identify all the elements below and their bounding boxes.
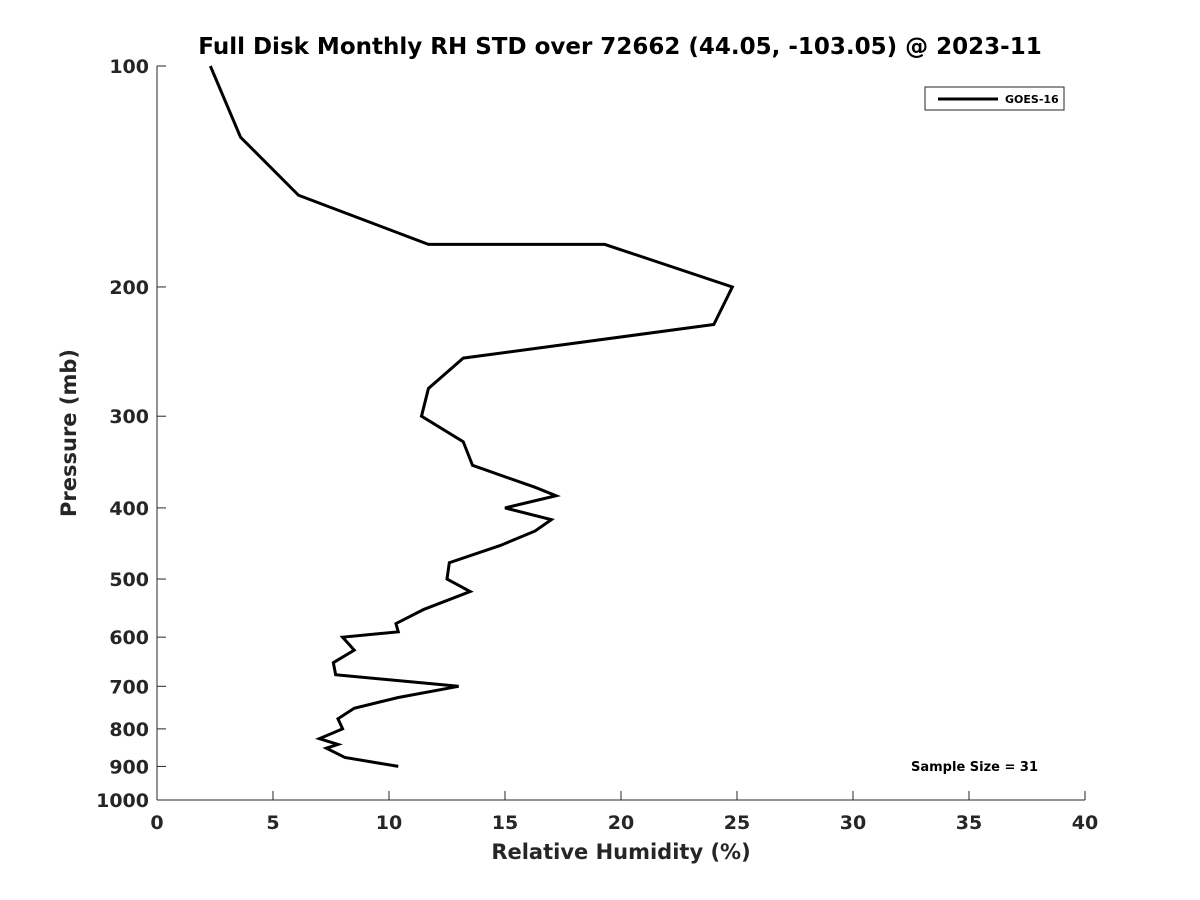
legend-label: GOES-16 bbox=[1005, 93, 1059, 106]
series-line bbox=[208, 65, 735, 768]
y-tick-label: 500 bbox=[109, 569, 149, 591]
legend: GOES-16 bbox=[924, 86, 1065, 111]
y-tick-label: 1000 bbox=[96, 790, 149, 812]
x-tick-label: 20 bbox=[608, 812, 634, 834]
x-tick-label: 35 bbox=[956, 812, 982, 834]
sample-size-annotation: Sample Size = 31 bbox=[911, 760, 1038, 775]
x-tick-label: 25 bbox=[724, 812, 750, 834]
y-tick-label: 300 bbox=[109, 406, 149, 428]
x-tick-label: 0 bbox=[150, 812, 163, 834]
series-layer bbox=[208, 65, 735, 768]
x-tick-label: 15 bbox=[492, 812, 518, 834]
y-tick-label: 900 bbox=[109, 756, 149, 778]
y-tick-label: 400 bbox=[109, 498, 149, 520]
chart-title: Full Disk Monthly RH STD over 72662 (44.… bbox=[198, 34, 1042, 60]
x-axis-ticks: 0 5 10 15 20 25 30 35 40 bbox=[150, 791, 1098, 834]
y-axis-ticks: 100 200 300 400 500 600 700 800 900 1000 bbox=[96, 56, 166, 812]
y-tick-label: 600 bbox=[109, 627, 149, 649]
x-tick-label: 30 bbox=[840, 812, 866, 834]
y-tick-label: 800 bbox=[109, 719, 149, 741]
x-tick-label: 10 bbox=[376, 812, 402, 834]
y-tick-label: 200 bbox=[109, 277, 149, 299]
x-tick-label: 40 bbox=[1072, 812, 1098, 834]
x-tick-label: 5 bbox=[266, 812, 279, 834]
y-axis-label: Pressure (mb) bbox=[57, 349, 81, 517]
x-axis-label: Relative Humidity (%) bbox=[491, 840, 750, 864]
y-tick-label: 100 bbox=[109, 56, 149, 78]
y-tick-label: 700 bbox=[109, 676, 149, 698]
